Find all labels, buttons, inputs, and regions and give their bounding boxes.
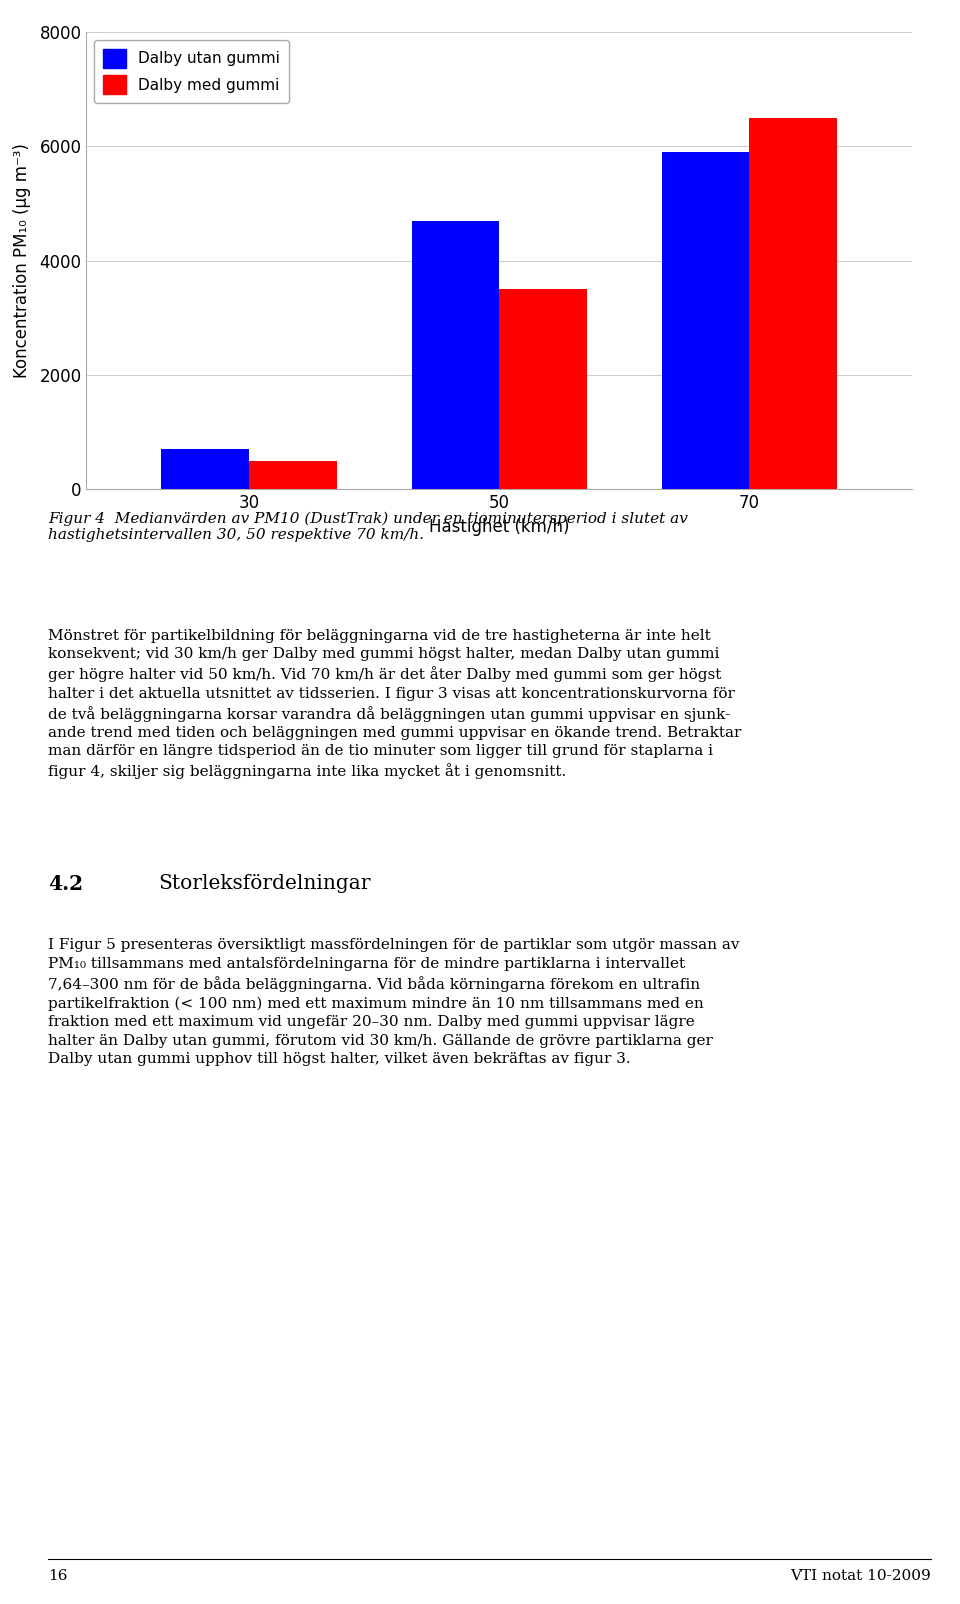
Text: I Figur 5 presenteras översiktligt massfördelningen för de partiklar som utgör m: I Figur 5 presenteras översiktligt massf… <box>48 938 739 1067</box>
Bar <box>249 460 337 489</box>
Text: Mönstret för partikelbildning för beläggningarna vid de tre hastigheterna är int: Mönstret för partikelbildning för belägg… <box>48 629 741 780</box>
Bar <box>750 117 837 489</box>
Bar <box>412 221 499 489</box>
Bar <box>499 289 587 489</box>
Bar <box>661 152 750 489</box>
Y-axis label: Koncentration PM₁₀ (µg m⁻³): Koncentration PM₁₀ (µg m⁻³) <box>13 143 31 379</box>
Legend: Dalby utan gummi, Dalby med gummi: Dalby utan gummi, Dalby med gummi <box>94 40 289 103</box>
Text: VTI notat 10-2009: VTI notat 10-2009 <box>790 1569 931 1583</box>
Text: 4.2: 4.2 <box>48 874 83 893</box>
Text: Storleksfördelningar: Storleksfördelningar <box>158 874 371 893</box>
Bar <box>161 449 249 489</box>
Text: 16: 16 <box>48 1569 67 1583</box>
Text: Figur 4  Medianvärden av PM10 (DustTrak) under en tiominutersperiod i slutet av
: Figur 4 Medianvärden av PM10 (DustTrak) … <box>48 512 688 542</box>
X-axis label: Hastighet (km/h): Hastighet (km/h) <box>429 518 569 536</box>
